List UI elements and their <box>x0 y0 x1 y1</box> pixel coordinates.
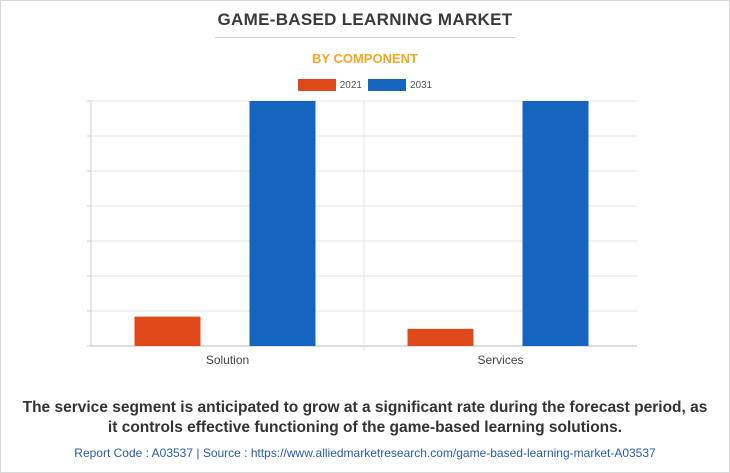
legend-label-2031: 2031 <box>410 79 433 91</box>
legend-swatch-2031 <box>368 79 406 91</box>
bar-2021-services <box>407 328 474 346</box>
legend-label-2021: 2021 <box>339 79 362 91</box>
legend-item-2021[interactable]: 2021 <box>297 79 362 91</box>
title-divider <box>215 37 515 38</box>
x-tick-label: Solution <box>206 353 249 367</box>
chart-caption: The service segment is anticipated to gr… <box>0 398 730 438</box>
bar-2031-services <box>522 101 589 346</box>
bar-2021-solution <box>134 316 201 346</box>
caption-line-1: The service segment is anticipated to gr… <box>22 399 708 416</box>
legend-item-2031[interactable]: 2031 <box>368 79 432 91</box>
caption-line-2: it controls effective functioning of the… <box>107 419 623 436</box>
x-tick-label: Services <box>477 353 523 367</box>
source-citation[interactable]: Report Code : A03537 | Source : https://… <box>74 446 656 460</box>
legend-swatch-2021 <box>297 79 336 91</box>
chart-legend: 2021 2031 <box>0 79 730 91</box>
chart-subtitle: BY COMPONENT <box>312 51 418 66</box>
chart-title: GAME-BASED LEARNING MARKET <box>217 10 513 29</box>
bar-2031-solution <box>249 101 316 346</box>
